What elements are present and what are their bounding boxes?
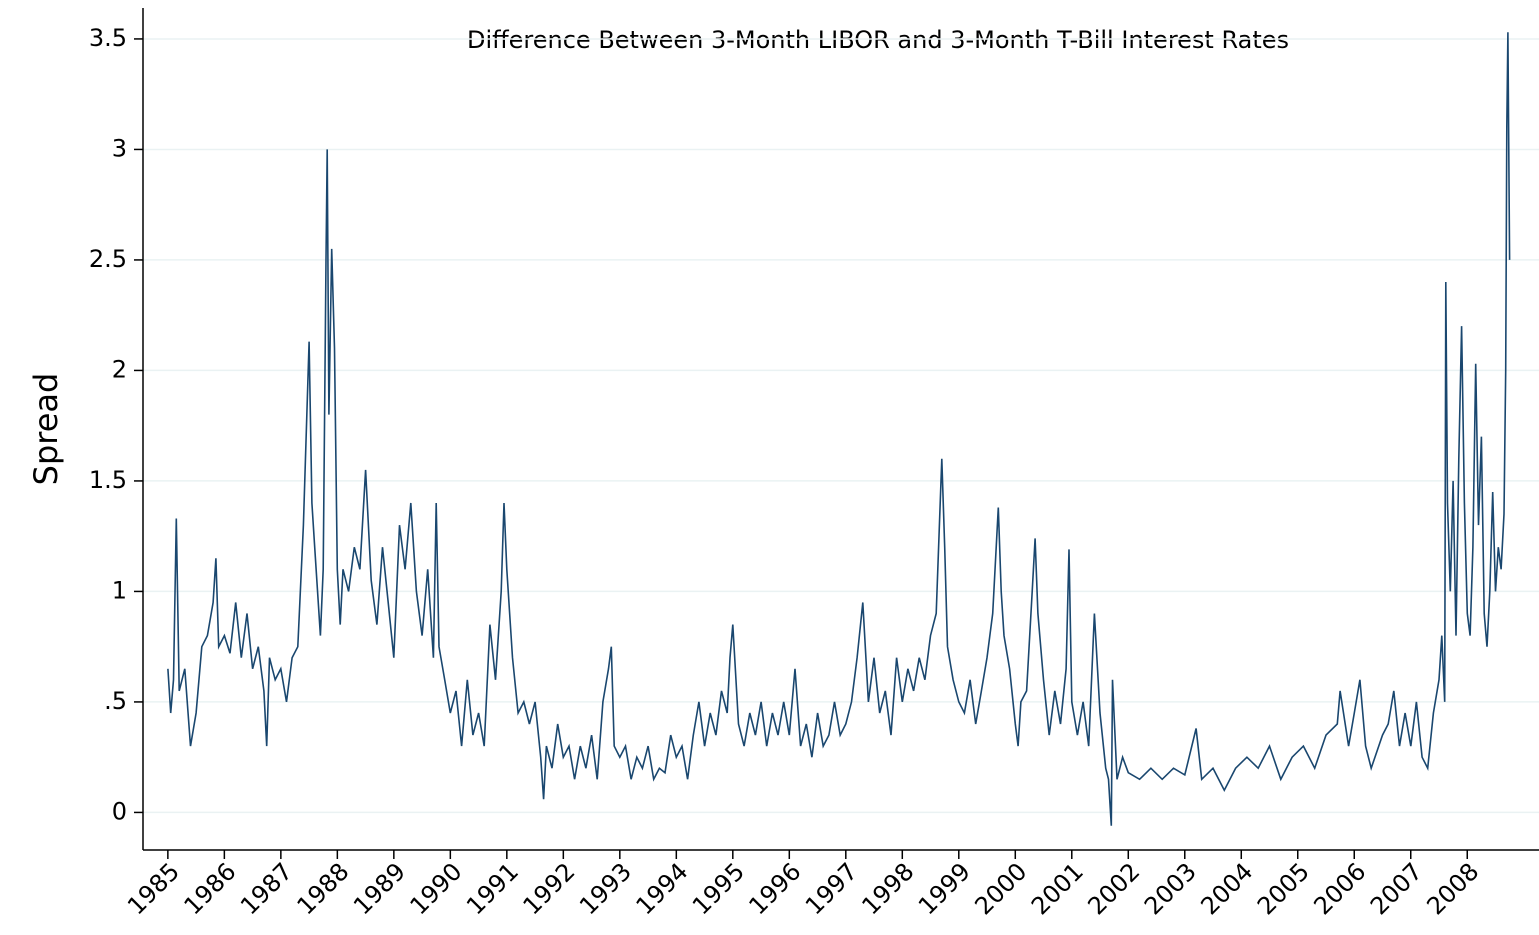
y-tick-label: 1.5 <box>89 466 127 494</box>
x-tick-label: 1988 <box>292 857 355 920</box>
x-tick-label: 1985 <box>122 857 185 920</box>
x-tick-label: 2007 <box>1365 857 1428 920</box>
x-tick-label: 1989 <box>348 857 411 920</box>
x-tick-label: 2002 <box>1082 857 1145 920</box>
chart-title: Difference Between 3-Month LIBOR and 3-M… <box>467 26 1289 54</box>
x-tick-label: 1986 <box>179 857 242 920</box>
x-tick-label: 2004 <box>1195 857 1258 920</box>
x-tick-label: 2000 <box>969 857 1032 920</box>
y-axis-title: Spread <box>27 373 65 486</box>
y-tick-label: .5 <box>104 687 127 715</box>
x-tick-label: 2006 <box>1308 857 1371 920</box>
x-tick-label: 1994 <box>631 857 694 920</box>
x-tick-label: 1987 <box>235 857 298 920</box>
y-tick-label: 2.5 <box>89 245 127 273</box>
x-tick-label: 1992 <box>518 857 581 920</box>
x-tick-label: 1990 <box>405 857 468 920</box>
x-tick-label: 1999 <box>913 857 976 920</box>
series-line <box>167 32 1511 826</box>
x-tick-label: 2001 <box>1026 857 1089 920</box>
y-tick-label: 2 <box>112 355 127 383</box>
plot-area <box>143 8 1539 850</box>
x-tick-label: 1993 <box>574 857 637 920</box>
y-tick-label: 3 <box>112 134 127 162</box>
x-tick-label: 1995 <box>687 857 750 920</box>
x-tick-label: 1991 <box>461 857 524 920</box>
x-tick-label: 1997 <box>800 857 863 920</box>
x-tick-label: 2008 <box>1421 857 1484 920</box>
x-tick-label: 1996 <box>744 857 807 920</box>
x-tick-label: 2003 <box>1139 857 1202 920</box>
y-tick-label: 3.5 <box>89 24 127 52</box>
x-tick-label: 1998 <box>857 857 920 920</box>
y-tick-label: 0 <box>112 797 127 825</box>
y-tick-label: 1 <box>112 576 127 604</box>
x-tick-label: 2005 <box>1252 857 1315 920</box>
